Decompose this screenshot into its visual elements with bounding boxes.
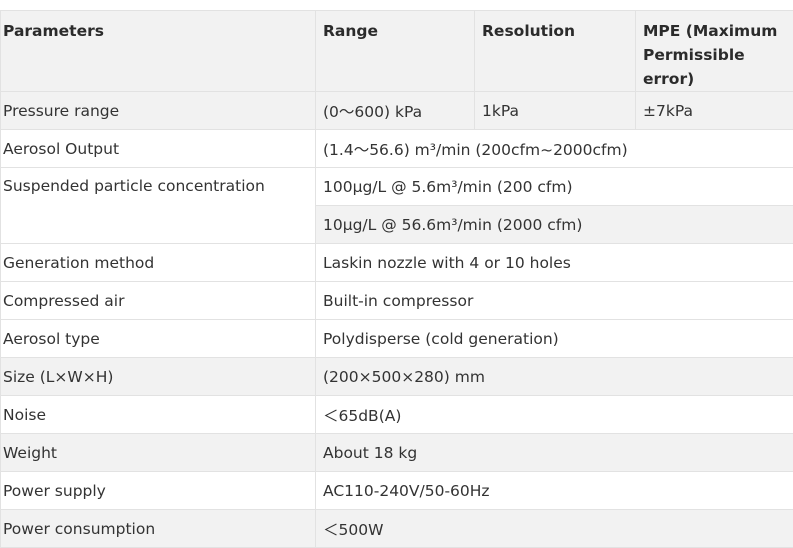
table-row: Power consumption ＜500W <box>0 509 793 548</box>
param-value: About 18 kg <box>315 433 793 472</box>
param-label: Size (L×W×H) <box>0 357 316 396</box>
param-value: ＜500W <box>315 509 793 548</box>
param-label: Noise <box>0 395 316 434</box>
param-value: 100μg/L @ 5.6m³/min (200 cfm) <box>315 167 793 206</box>
param-value: 10μg/L @ 56.6m³/min (2000 cfm) <box>315 205 793 244</box>
table-row: Aerosol Output (1.4～56.6) m³/min (200cfm… <box>0 129 793 168</box>
param-label: Power consumption <box>0 509 316 548</box>
param-label: Suspended particle concentration <box>0 167 316 244</box>
table-row: Suspended particle concentration 100μg/L… <box>0 167 793 244</box>
specifications-table: Parameters Range Resolution MPE (Maximum… <box>0 10 793 548</box>
param-value: Laskin nozzle with 4 or 10 holes <box>315 243 793 282</box>
param-label: Compressed air <box>0 281 316 320</box>
table-row: Generation method Laskin nozzle with 4 o… <box>0 243 793 282</box>
param-label: Pressure range <box>0 91 316 130</box>
param-label: Aerosol type <box>0 319 316 358</box>
param-range: (0～600) kPa <box>315 91 475 130</box>
param-value: Built-in compressor <box>315 281 793 320</box>
param-mpe: ±7kPa <box>635 91 793 130</box>
param-value: ＜65dB(A) <box>315 395 793 434</box>
param-value: Polydisperse (cold generation) <box>315 319 793 358</box>
table-row: Aerosol type Polydisperse (cold generati… <box>0 319 793 358</box>
table-row: Size (L×W×H) (200×500×280) mm <box>0 357 793 396</box>
param-label: Power supply <box>0 471 316 510</box>
param-resolution: 1kPa <box>474 91 636 130</box>
header-resolution: Resolution <box>474 10 636 92</box>
header-range: Range <box>315 10 475 92</box>
header-mpe: MPE (Maximum Permissible error) <box>635 10 793 92</box>
table-row: Compressed air Built-in compressor <box>0 281 793 320</box>
param-value: (200×500×280) mm <box>315 357 793 396</box>
param-value: (1.4～56.6) m³/min (200cfm~2000cfm) <box>315 129 793 168</box>
table-row: Pressure range (0～600) kPa 1kPa ±7kPa <box>0 91 793 130</box>
table-row: Weight About 18 kg <box>0 433 793 472</box>
table-row: Noise ＜65dB(A) <box>0 395 793 434</box>
param-label: Weight <box>0 433 316 472</box>
param-value: AC110-240V/50-60Hz <box>315 471 793 510</box>
header-parameters: Parameters <box>0 10 316 92</box>
param-label: Generation method <box>0 243 316 282</box>
param-label: Aerosol Output <box>0 129 316 168</box>
table-row: Power supply AC110-240V/50-60Hz <box>0 471 793 510</box>
table-row: 10μg/L @ 56.6m³/min (2000 cfm) <box>1 205 793 244</box>
table-header-row: Parameters Range Resolution MPE (Maximum… <box>0 10 793 92</box>
